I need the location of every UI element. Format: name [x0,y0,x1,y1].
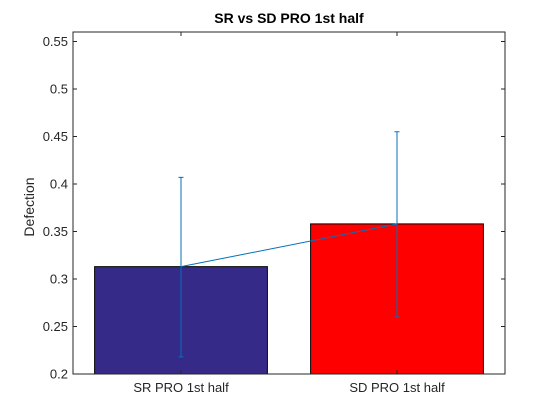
axes-box [72,31,506,375]
y-tick-label: 0.25 [43,319,68,334]
x-tick-label: SR PRO 1st half [133,380,229,395]
y-tick-label: 0.5 [50,82,68,97]
x-tick-label: SD PRO 1st half [349,380,445,395]
y-tick-label: 0.55 [43,34,68,49]
y-tick-label: 0.3 [50,272,68,287]
error-bar-2 [394,131,400,318]
y-axis-label: Defection [21,177,37,236]
y-tick-label: 0.45 [43,129,68,144]
chart-title: SR vs SD PRO 1st half [214,10,364,26]
series-line [180,223,398,268]
plot-area: 0.2 0.25 0.3 0.35 0.4 0.45 0.5 0.55 SR PRO 1st h… [43,31,506,395]
error-bar-1 [178,176,184,358]
y-tick-label: 0.35 [43,224,68,239]
y-tick-label: 0.4 [50,177,68,192]
y-tick-label: 0.2 [50,367,68,382]
